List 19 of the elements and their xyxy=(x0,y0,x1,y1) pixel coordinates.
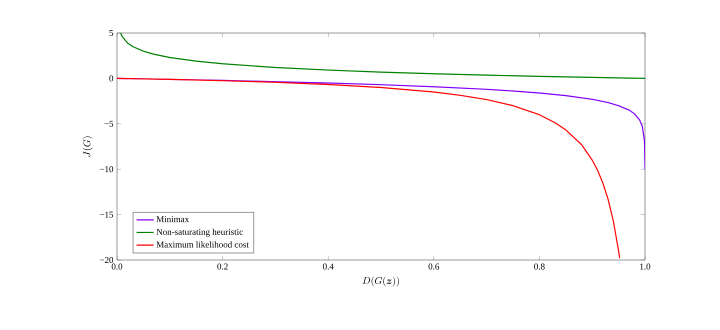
x-tick-label: 0.2 xyxy=(217,264,228,270)
x-tick-label: 0.8 xyxy=(534,264,545,270)
legend-label: Non-saturating heuristic xyxy=(156,228,243,237)
y-tick-label: −10 xyxy=(100,166,114,172)
line-series xyxy=(117,78,620,259)
legend-label: Minimax xyxy=(156,216,189,222)
x-tick-label: 0.6 xyxy=(428,264,440,270)
x-tick-label: 0.0 xyxy=(112,264,122,270)
y-tick-label: 5 xyxy=(110,30,114,36)
y-tick-label: 0 xyxy=(109,75,114,82)
x-tick-label: 1.0 xyxy=(640,264,650,270)
y-tick-label: −5 xyxy=(104,120,114,127)
y-tick-label: −20 xyxy=(100,256,114,264)
line-series xyxy=(120,33,646,79)
y-axis-title: $J(G)$ xyxy=(82,136,93,157)
x-tick-label: 0.4 xyxy=(322,264,334,270)
legend-label: Maximum likelihood cost xyxy=(156,241,249,248)
y-tick-label: −15 xyxy=(100,212,114,218)
x-axis-title: $D(G(\boldsymbol{z}))$ xyxy=(362,276,399,286)
